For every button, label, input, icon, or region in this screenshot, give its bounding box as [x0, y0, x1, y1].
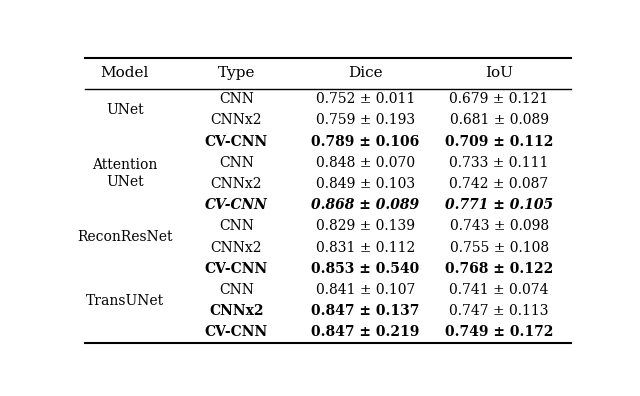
Text: ReconResNet: ReconResNet	[77, 230, 172, 244]
Text: CNN: CNN	[219, 219, 253, 233]
Text: CNN: CNN	[219, 156, 253, 170]
Text: 0.789 ± 0.106: 0.789 ± 0.106	[311, 135, 419, 148]
Text: 0.709 ± 0.112: 0.709 ± 0.112	[445, 135, 554, 148]
Text: 0.741 ± 0.074: 0.741 ± 0.074	[449, 283, 549, 297]
Text: 0.747 ± 0.113: 0.747 ± 0.113	[449, 304, 549, 318]
Text: CNNx2: CNNx2	[211, 114, 262, 128]
Text: TransUNet: TransUNet	[86, 293, 164, 308]
Text: 0.743 ± 0.098: 0.743 ± 0.098	[449, 219, 548, 233]
Text: 0.755 ± 0.108: 0.755 ± 0.108	[449, 241, 548, 255]
Text: CV-CNN: CV-CNN	[205, 198, 268, 212]
Text: CNNx2: CNNx2	[209, 304, 264, 318]
Text: 0.849 ± 0.103: 0.849 ± 0.103	[316, 177, 415, 191]
Text: 0.831 ± 0.112: 0.831 ± 0.112	[316, 241, 415, 255]
Text: Model: Model	[100, 67, 149, 80]
Text: Type: Type	[218, 67, 255, 80]
Text: 0.853 ± 0.540: 0.853 ± 0.540	[311, 262, 419, 276]
Text: 0.742 ± 0.087: 0.742 ± 0.087	[449, 177, 548, 191]
Text: CNN: CNN	[219, 283, 253, 297]
Text: Dice: Dice	[348, 67, 383, 80]
Text: CV-CNN: CV-CNN	[205, 326, 268, 339]
Text: 0.681 ± 0.089: 0.681 ± 0.089	[450, 114, 548, 128]
Text: 0.848 ± 0.070: 0.848 ± 0.070	[316, 156, 415, 170]
Text: 0.749 ± 0.172: 0.749 ± 0.172	[445, 326, 554, 339]
Text: 0.752 ± 0.011: 0.752 ± 0.011	[316, 92, 415, 106]
Text: 0.733 ± 0.111: 0.733 ± 0.111	[449, 156, 549, 170]
Text: UNet: UNet	[106, 103, 143, 117]
Text: Attention
UNet: Attention UNet	[92, 158, 157, 189]
Text: 0.847 ± 0.219: 0.847 ± 0.219	[311, 326, 419, 339]
Text: 0.759 ± 0.193: 0.759 ± 0.193	[316, 114, 415, 128]
Text: 0.829 ± 0.139: 0.829 ± 0.139	[316, 219, 415, 233]
Text: 0.768 ± 0.122: 0.768 ± 0.122	[445, 262, 553, 276]
Text: CV-CNN: CV-CNN	[205, 135, 268, 148]
Text: CNN: CNN	[219, 92, 253, 106]
Text: CNNx2: CNNx2	[211, 241, 262, 255]
Text: CV-CNN: CV-CNN	[205, 262, 268, 276]
Text: 0.868 ± 0.089: 0.868 ± 0.089	[311, 198, 419, 212]
Text: 0.847 ± 0.137: 0.847 ± 0.137	[311, 304, 419, 318]
Text: 0.841 ± 0.107: 0.841 ± 0.107	[316, 283, 415, 297]
Text: CNNx2: CNNx2	[211, 177, 262, 191]
Text: 0.771 ± 0.105: 0.771 ± 0.105	[445, 198, 553, 212]
Text: 0.679 ± 0.121: 0.679 ± 0.121	[449, 92, 548, 106]
Text: IoU: IoU	[485, 67, 513, 80]
